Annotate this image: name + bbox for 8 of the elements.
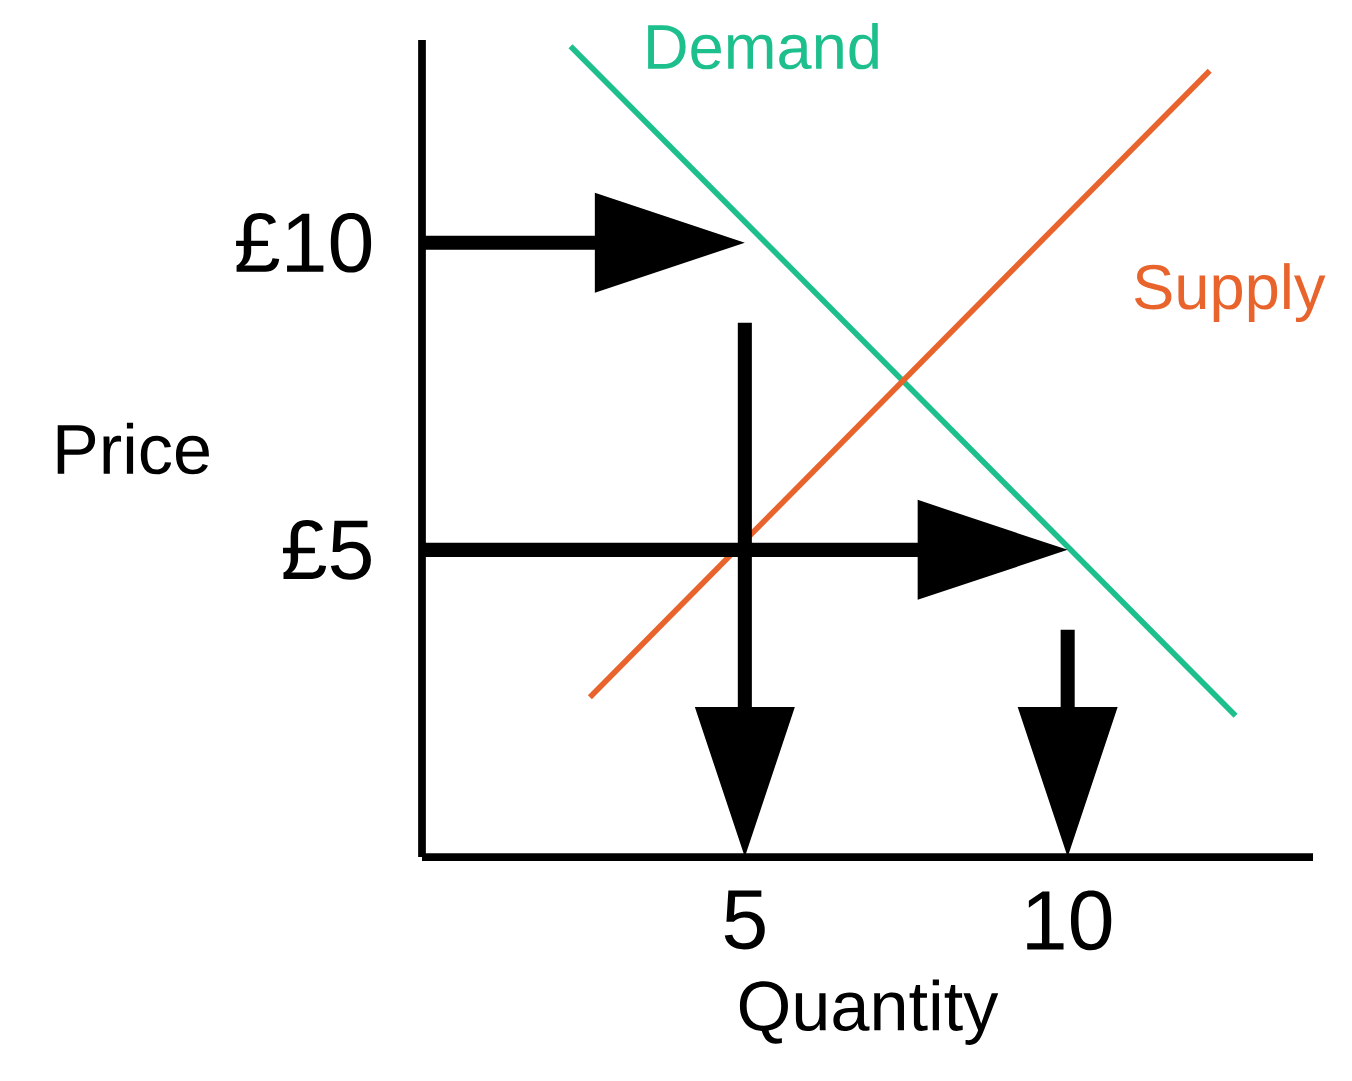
x-tick-label: 10 (1027, 890, 1112, 951)
y-axis-title: Price (57, 422, 209, 475)
x-axis-title: Quantity (739, 979, 999, 1045)
y-tick-label: £10 (236, 212, 372, 273)
series-label: Supply (1134, 263, 1326, 323)
y-tick-label: £5 (282, 520, 371, 580)
series-label: Demand (648, 22, 878, 70)
x-tick-label: 5 (724, 890, 765, 950)
